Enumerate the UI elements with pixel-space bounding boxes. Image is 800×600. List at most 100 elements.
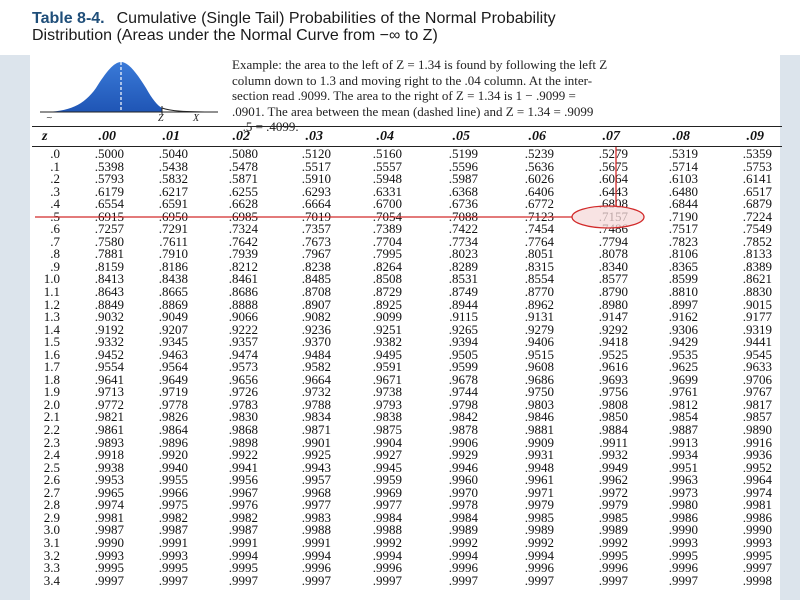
table-cell: .9962 [598,472,628,488]
table-row: 2.8 .9974 .9975 .9976 .9977 .9977 .9978 .9979 .9… [32,499,782,512]
table-row: .2 .5793 .5832 .5871 .5910 .5948 .5987 .6026 .60… [32,171,782,187]
table-cell: .9990 [668,522,698,538]
table-cell: .9976 [228,497,258,513]
table-cell: .9515 [524,346,554,362]
table-cell: .9656 [228,371,258,387]
table-cell: .9236 [301,321,331,337]
example-line: .0901. The area between the mean (dashed… [232,103,594,119]
table-row: 2.2 .9861 .9864 .9868 .9871 .9875 .9878 .9881 .9… [32,422,782,438]
table-cell: .9838 [372,409,402,425]
table-cell: .9633 [742,359,772,375]
table-cell: .6443 [598,183,628,199]
table-cell: .9994 [524,547,554,563]
table-cell: .5199 [448,146,478,161]
table-cell: .7910 [158,246,188,262]
table-cell: .7704 [372,233,402,249]
table-cell: .9345 [158,334,188,350]
table-cell: .9997 [94,572,124,588]
table-row: .3 .6179 .6217 .6255 .6293 .6331 .6368 .6406 .64… [32,183,782,199]
table-cell: .9857 [742,409,772,425]
column-header: .03 [305,129,324,144]
row-z-label: 2.5 [43,459,60,475]
table-cell: .9920 [158,447,188,463]
table-row: .4 .6554 .6591 .6628 .6664 .6700 .6736 .6772 .68… [32,196,782,212]
table-cell: .9898 [228,434,258,450]
table-row: .1 .5398 .5438 .5478 .5517 .5557 .5596 .5636 .56… [32,158,782,174]
table-cell: .9959 [372,472,402,488]
table-cell: .9988 [301,522,331,538]
table-cell: .9830 [228,409,258,425]
table-cell: .9192 [94,321,124,337]
row-z-label: 2.0 [43,396,60,412]
table-cell: .9750 [524,384,554,400]
table-cell: .9925 [301,447,331,463]
table-cell: .7190 [668,208,698,224]
probability-table: .0.5000.5040.5080.5120.5160.5199.5239.52… [32,146,782,588]
row-z-label: .3 [50,183,60,199]
table-cell: .5557 [372,158,402,174]
table-cell: .5120 [301,146,331,161]
table-cell: .8238 [301,258,331,274]
table-cell: .9066 [228,309,258,325]
table-cell: .6844 [668,196,698,212]
row-z-label: 3.0 [43,522,60,538]
column-header: .05 [452,129,471,144]
table-cell: .6591 [158,196,188,212]
table-cell: .8810 [668,284,698,300]
table-cell: .9842 [448,409,478,425]
table-cell: .9979 [598,497,628,513]
table-cell: .9382 [372,334,402,350]
curve-tail [161,107,217,113]
table-cell: .9993 [668,534,698,550]
table-cell: .9591 [372,359,402,375]
header-top-rule [32,126,782,127]
table-cell: .9608 [524,359,554,375]
table-row: 3.4 .9997 .9997 .9997 .9997 .9997 .9997 .9997 .9… [32,572,782,588]
table-cell: .8665 [158,284,188,300]
table-cell: .9884 [598,422,628,438]
table-cell: .9992 [598,534,628,550]
table-cell: .9967 [228,484,258,500]
table-cell: .8621 [742,271,772,287]
table-cell: .9279 [524,321,554,337]
table-cell: .9147 [598,309,628,325]
table-cell: .9793 [372,396,402,412]
minus-infinity-mark: ~ [46,113,53,122]
table-cell: .9940 [158,459,188,475]
column-header: .09 [746,129,765,144]
table-cell: .9783 [228,396,258,412]
table-cell: .5478 [228,158,258,174]
header-bottom-rule [32,146,782,147]
table-cell: .9941 [228,459,258,475]
table-cell: .9115 [449,309,478,325]
table-cell: .7454 [524,221,554,237]
row-z-label: .6 [50,221,60,237]
table-cell: .9177 [742,309,772,325]
table-cell: .9970 [448,484,478,500]
table-cell: .7939 [228,246,258,262]
table-cell: .9974 [94,497,124,513]
row-z-label: 3.3 [43,560,60,576]
table-row: 3.2 .9993 .9993 .9994 .9994 .9994 .9994 .9994 .9… [32,547,782,563]
table-cell: .9406 [524,334,554,350]
table-cell: .9015 [742,296,772,312]
table-cell: .5675 [598,158,628,174]
table-cell: .9738 [372,384,402,400]
table-cell: .9983 [301,509,331,525]
row-z-label: 2.8 [43,497,60,513]
table-cell: .9641 [94,371,124,387]
table-cell: .9977 [372,497,402,513]
row-z-label: 2.2 [43,422,60,438]
table-cell: .9963 [668,472,698,488]
table-cell: .9495 [372,346,402,362]
table-cell: .9986 [668,509,698,525]
table-cell: .6217 [158,183,188,199]
table-cell: .9911 [599,434,628,450]
table-cell: .9812 [668,396,698,412]
table-cell: .9671 [372,371,402,387]
table-cell: .9961 [524,472,554,488]
table-cell: .6141 [742,171,772,187]
title-line-2: Distribution (Areas under the Normal Cur… [32,27,438,44]
table-cell: .9968 [301,484,331,500]
table-cell: .9981 [94,509,124,525]
